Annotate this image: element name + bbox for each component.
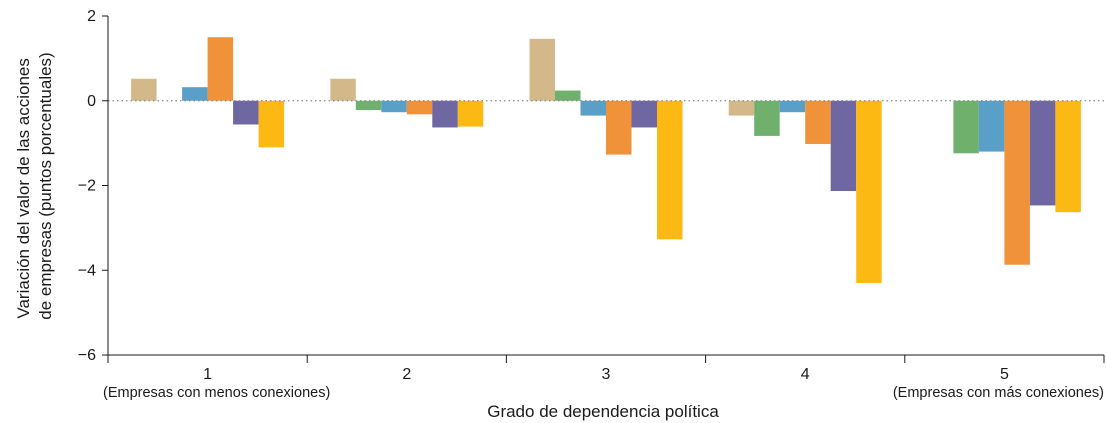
bar-s2-cat-5	[953, 100, 979, 154]
y-tick-label: 0	[87, 93, 96, 110]
category-note-last: (Empresas con más conexiones)	[893, 385, 1104, 401]
bar-s3-cat-5	[978, 100, 1005, 152]
bar-s2-cat-4	[754, 100, 780, 136]
x-axis-title: Grado de dependencia política	[487, 402, 719, 421]
bar-s3-cat-4	[779, 100, 806, 113]
bar-s3-cat-2	[381, 100, 407, 113]
bar-s4-cat-5	[1004, 100, 1030, 265]
bar-s2-cat-2	[355, 100, 382, 111]
y-tick-label: 2	[87, 8, 96, 25]
category-note-first: (Empresas con menos conexiones)	[103, 385, 330, 401]
bar-s5-cat-2	[432, 100, 458, 128]
bar-s2-cat-3	[555, 90, 581, 101]
bar-s6-cat-2	[457, 100, 484, 127]
bar-s3-cat-3	[580, 100, 606, 116]
bar-s1-cat-2	[330, 78, 356, 101]
x-tick-label: 3	[602, 366, 611, 383]
bar-s1-cat-3	[529, 38, 555, 101]
axes-layer: 2 0 −2 −4 −6 1 2 3 4 5	[78, 8, 1105, 383]
bar-s6-cat-4	[856, 100, 882, 283]
bar-s4-cat-3	[606, 100, 632, 155]
bar-s6-cat-5	[1055, 100, 1081, 213]
bar-s4-cat-2	[406, 100, 433, 115]
y-tick-label: −4	[78, 262, 96, 279]
x-tick-label: 4	[801, 366, 810, 383]
bar-s1-cat-4	[728, 100, 755, 116]
y-axis-title-line-1: Variación del valor de las acciones	[14, 58, 33, 319]
bar-s5-cat-4	[830, 100, 857, 192]
bar-s3-cat-1	[182, 87, 208, 101]
bar-s5-cat-3	[631, 100, 657, 128]
y-tick-label: −6	[78, 347, 96, 364]
x-tick-label: 5	[1000, 366, 1009, 383]
bars-layer	[131, 37, 1081, 283]
y-axis-title: Variación del valor de las acciones de e…	[14, 52, 55, 319]
bar-s5-cat-1	[233, 100, 259, 125]
bar-s4-cat-4	[805, 100, 831, 144]
bar-s5-cat-5	[1029, 100, 1056, 206]
bar-s1-cat-1	[131, 78, 157, 101]
bar-s6-cat-1	[258, 100, 285, 148]
x-tick-label: 2	[402, 366, 411, 383]
bar-s4-cat-1	[207, 37, 234, 101]
y-tick-label: −2	[78, 178, 96, 195]
y-axis-title-line-2: de empresas (puntos porcentuales)	[36, 52, 55, 319]
bar-s6-cat-3	[657, 100, 683, 240]
x-tick-label: 1	[203, 366, 212, 383]
